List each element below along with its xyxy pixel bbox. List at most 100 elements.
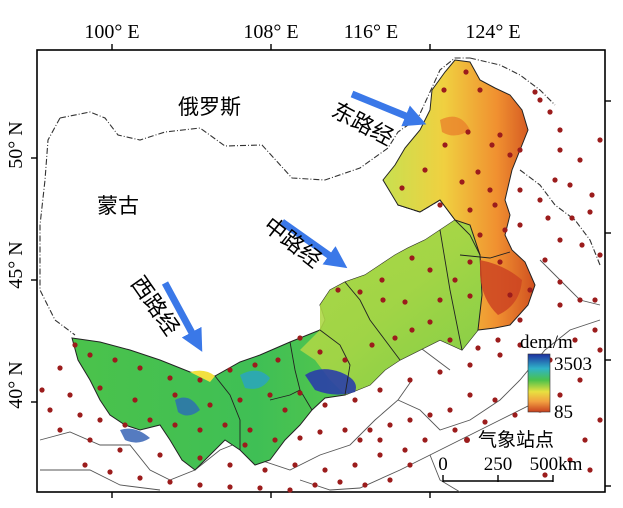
station-dot — [542, 257, 548, 263]
station-dot — [557, 279, 563, 285]
station-dot — [167, 375, 173, 381]
station-dot — [557, 127, 563, 133]
station-dot — [157, 452, 163, 458]
station-dot — [409, 255, 415, 261]
station-dot — [517, 342, 523, 348]
station-dot — [592, 327, 598, 333]
station-dot — [252, 362, 258, 368]
station-dot — [132, 397, 138, 403]
station-dot — [352, 462, 358, 468]
lon-label-100: 100° E — [84, 21, 139, 43]
station-dot — [475, 169, 481, 175]
station-dot — [377, 437, 383, 443]
station-dot — [227, 462, 233, 468]
station-dot — [407, 377, 413, 383]
station-dot — [475, 345, 481, 351]
station-dot — [97, 385, 103, 391]
legend-title: dem/m — [520, 332, 573, 353]
station-dot — [117, 447, 123, 453]
station-dot — [537, 97, 543, 103]
station-dot — [437, 297, 443, 303]
lon-label-108: 108° E — [243, 21, 298, 43]
station-dot — [39, 387, 45, 393]
station-dot — [380, 297, 386, 303]
station-dot — [207, 402, 213, 408]
station-dot — [517, 187, 523, 193]
station-dot — [452, 277, 458, 283]
station-dot — [487, 187, 493, 193]
station-dot — [297, 335, 303, 341]
station-dot — [197, 427, 203, 433]
station-dot — [512, 412, 518, 418]
station-dot — [477, 87, 483, 93]
station-dot — [387, 422, 393, 428]
station-dot — [467, 293, 473, 299]
west-route-arrow — [161, 281, 203, 352]
station-dot — [282, 407, 288, 413]
east-region — [382, 59, 536, 331]
lon-label-116: 116° E — [344, 21, 398, 43]
station-dot — [567, 457, 573, 463]
lat-label-40: 40° N — [5, 361, 27, 408]
station-dot — [172, 422, 178, 428]
middle-region — [300, 220, 482, 395]
elevation-legend: dem/m 3503 85 气象站点 — [464, 332, 592, 451]
station-dot — [137, 475, 143, 481]
east-route-arrow — [350, 90, 427, 127]
station-dot — [409, 327, 415, 333]
station-dot — [402, 299, 408, 305]
station-dot — [357, 437, 363, 443]
station-dot — [352, 397, 358, 403]
station-dot — [467, 362, 473, 368]
station-dot — [463, 69, 469, 75]
station-dot — [427, 267, 433, 273]
station-dot — [197, 482, 203, 488]
station-dot — [489, 142, 495, 148]
station-dot — [399, 185, 405, 191]
station-dot — [597, 137, 603, 143]
station-dot — [197, 455, 203, 461]
station-dot — [537, 197, 543, 203]
station-dot — [517, 147, 523, 153]
station-dot — [335, 287, 341, 293]
station-dot — [77, 412, 83, 418]
station-dot — [532, 89, 538, 95]
station-dot — [242, 442, 248, 448]
label-mongolia: 蒙古 — [97, 194, 139, 218]
station-dot — [452, 427, 458, 433]
station-dot — [87, 437, 93, 443]
station-dot — [527, 287, 533, 293]
station-dot — [577, 297, 583, 303]
station-dot — [497, 259, 503, 265]
middle-route-arrow — [279, 219, 348, 269]
station-dot — [592, 297, 598, 303]
legend-max: 3503 — [554, 354, 592, 375]
station-dot — [557, 237, 563, 243]
station-dot — [57, 365, 63, 371]
station-dot — [57, 427, 63, 433]
station-dot — [547, 109, 553, 115]
station-dot — [267, 392, 273, 398]
station-dot — [422, 437, 428, 443]
station-dot — [442, 142, 448, 148]
scale-bar: 0 250 500km — [438, 454, 583, 482]
station-dot — [502, 227, 508, 233]
station-dot — [342, 427, 348, 433]
station-dot — [137, 365, 143, 371]
station-dot — [67, 392, 73, 398]
station-dot — [82, 462, 88, 468]
station-dot — [572, 337, 578, 343]
station-dot — [557, 302, 563, 308]
station-dot — [577, 377, 583, 383]
weather-stations — [39, 69, 603, 493]
station-dot — [402, 447, 408, 453]
station-dot — [377, 452, 383, 458]
station-dot — [597, 347, 603, 353]
scale-label-0: 0 — [438, 454, 448, 475]
station-dot — [447, 337, 453, 343]
scale-label-500: 500km — [530, 454, 583, 475]
station-dot — [172, 392, 178, 398]
station-dot — [197, 377, 203, 383]
station-dot — [257, 485, 263, 491]
